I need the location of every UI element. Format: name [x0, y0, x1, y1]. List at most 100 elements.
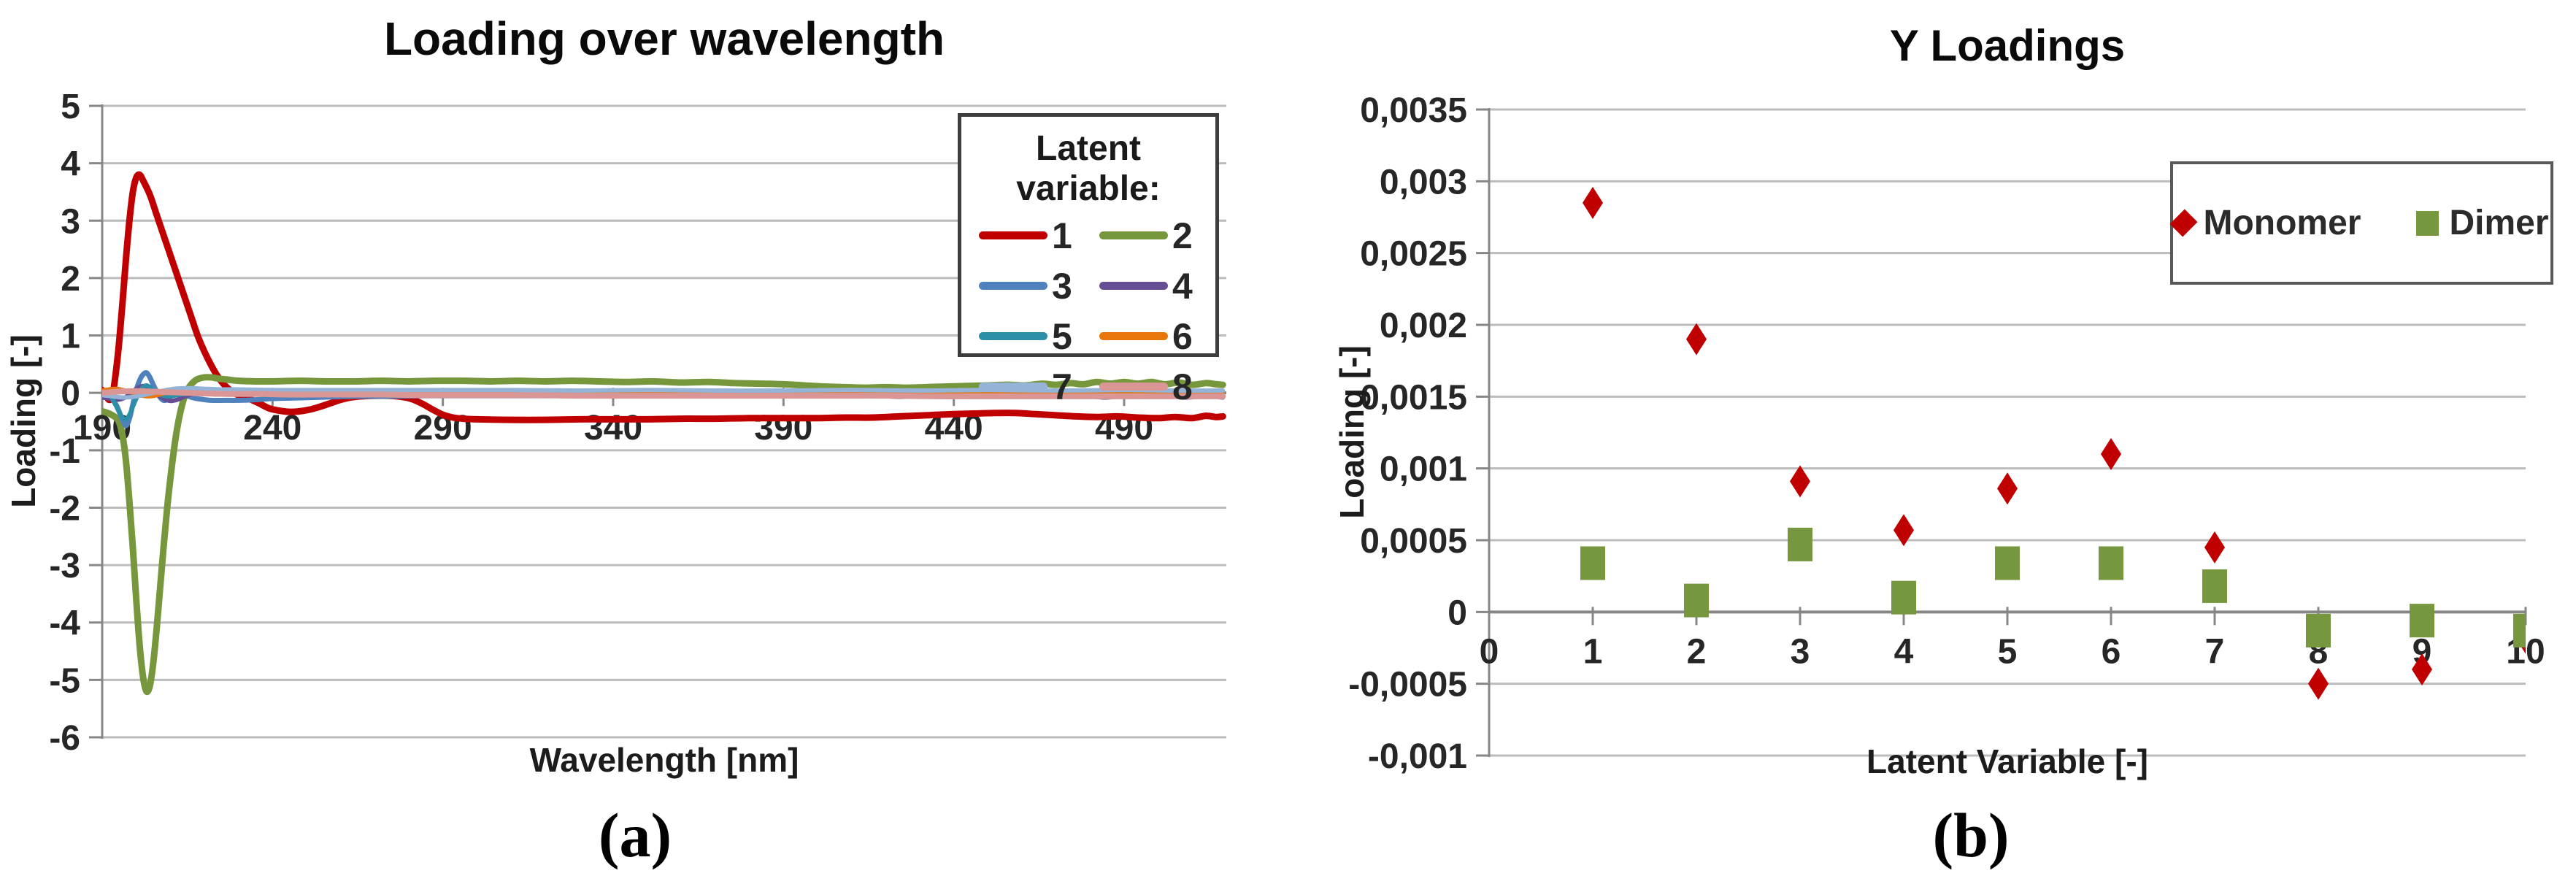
legend-item-label: Dimer: [2449, 204, 2549, 242]
legend-item-lv3: 3: [979, 261, 1077, 311]
legend-item-label: 2: [1172, 215, 1193, 256]
y-tick-label: -0,001: [1368, 737, 1467, 776]
panel-b-y-axis-label: Loading [-]: [1333, 345, 1371, 519]
y-tick-label: -3: [49, 547, 80, 585]
data-point-monomer: [1997, 472, 2018, 505]
legend-item-lv4: 4: [1099, 261, 1198, 311]
y-tick-label: 0,003: [1380, 163, 1467, 201]
data-point-dimer: [1995, 546, 2020, 580]
x-tick-label: 1: [1583, 632, 1603, 671]
data-point-dimer: [2513, 613, 2526, 648]
y-tick-label: -4: [49, 604, 80, 643]
y-tick-label: -2: [49, 489, 80, 528]
line-swatch-icon: [979, 383, 1047, 391]
x-tick-label: 4: [1894, 632, 1914, 671]
line-swatch-icon: [979, 282, 1047, 290]
legend-item-label: 5: [1052, 315, 1072, 357]
legend-item-lv5: 5: [979, 311, 1077, 361]
square-marker-icon: [2416, 210, 2439, 236]
data-point-dimer: [1788, 527, 1812, 561]
legend-item-dimer: Dimer: [2416, 203, 2549, 243]
data-point-dimer: [1580, 546, 1605, 580]
line-swatch-icon: [979, 332, 1047, 340]
series-line-lv8: [102, 388, 1226, 399]
panel-b-x-axis-label: Latent Variable [-]: [1866, 742, 2148, 780]
x-tick-label: 7: [2205, 632, 2225, 671]
panel-b-plot-area: 0,0035 0,003 0,0025 0,002 0,0015 0,001 0,0005 0…: [1348, 91, 2545, 776]
x-tick-label: 2: [1687, 632, 1707, 671]
line-swatch-icon: [979, 231, 1047, 239]
panel-a-caption: (a): [598, 800, 672, 870]
data-point-dimer: [2410, 604, 2434, 638]
legend-item-lv6: 6: [1099, 311, 1198, 361]
panel-a-legend-items: 1 2 3 4 5 6 7 8: [979, 210, 1198, 412]
y-tick-label: 0,0035: [1360, 91, 1467, 130]
panel-a-legend-title: Latent variable:: [1016, 129, 1161, 208]
line-swatch-icon: [1099, 282, 1168, 290]
panel-b-caption: (b): [1932, 800, 2010, 870]
x-tick-label: 3: [1791, 632, 1810, 671]
panel-b-title: Y Loadings: [1889, 21, 2126, 70]
line-swatch-icon: [1099, 231, 1168, 239]
data-point-monomer: [1893, 514, 1914, 547]
x-tick-label: 390: [754, 409, 812, 447]
y-tick-label: 0: [1447, 593, 1467, 632]
line-swatch-icon: [1099, 383, 1168, 391]
y-tick-label: 0,002: [1380, 307, 1467, 345]
panel-a-y-axis-label: Loading [-]: [4, 334, 42, 508]
y-tick-label: 1: [61, 318, 80, 356]
legend-item-label: 6: [1172, 315, 1193, 357]
data-point-monomer: [2101, 438, 2121, 470]
panel-b-legend: Monomer Dimer: [2169, 161, 2553, 285]
y-tick-label: 3: [61, 202, 80, 241]
data-point-monomer: [1790, 465, 1810, 498]
y-tick-label: -0,0005: [1348, 666, 1467, 704]
y-tick-label: -5: [49, 661, 80, 700]
data-point-dimer: [2099, 546, 2123, 580]
data-point-monomer: [2308, 667, 2329, 700]
data-point-dimer: [1684, 583, 1709, 618]
panel-a-title: Loading over wavelength: [383, 12, 945, 65]
data-point-dimer: [2202, 569, 2227, 603]
x-tick-label: 0: [1480, 632, 1499, 671]
y-tick-label: 0,0025: [1360, 235, 1467, 274]
legend-item-lv8: 8: [1099, 361, 1198, 412]
x-tick-label: 240: [243, 409, 301, 447]
y-tick-label: -6: [49, 719, 80, 758]
y-tick-label: 4: [61, 145, 80, 184]
data-point-dimer: [1891, 580, 1916, 615]
x-tick-label: 340: [584, 409, 642, 447]
legend-item-label: 4: [1172, 265, 1193, 307]
y-tick-label: -1: [49, 432, 80, 471]
y-tick-label: 5: [61, 88, 80, 126]
y-tick-label: 0: [61, 374, 80, 413]
legend-item-lv2: 2: [1099, 210, 1198, 261]
data-point-monomer: [2204, 531, 2225, 564]
y-tick-label: 2: [61, 260, 80, 299]
legend-item-monomer: Monomer: [2169, 203, 2361, 243]
panel-a-x-axis-label: Wavelength [nm]: [529, 741, 799, 779]
legend-item-label: 1: [1052, 215, 1072, 256]
y-tick-label: 0,0015: [1360, 378, 1467, 417]
data-point-monomer: [1686, 323, 1707, 356]
x-tick-label: 6: [2102, 632, 2121, 671]
panel-a-series: [102, 171, 1226, 696]
legend-item-label: 3: [1052, 265, 1072, 307]
diamond-marker-icon: [2169, 209, 2198, 237]
panel-a-legend: Latent variable: 1 2 3 4 5 6 7 8: [958, 113, 1219, 407]
series-line-lv2: [102, 374, 1226, 696]
line-swatch-icon: [1099, 332, 1168, 340]
legend-item-label: 8: [1172, 366, 1193, 407]
data-point-dimer: [2306, 613, 2331, 648]
data-point-monomer: [1583, 186, 1603, 219]
legend-item-lv1: 1: [979, 210, 1077, 261]
legend-item-lv7: 7: [979, 361, 1077, 412]
y-tick-label: 0,0005: [1360, 522, 1467, 561]
y-tick-label: 0,001: [1380, 450, 1467, 489]
legend-item-label: Monomer: [2203, 204, 2361, 242]
panel-b-series: [1580, 186, 2526, 700]
data-point-monomer: [2412, 653, 2432, 685]
